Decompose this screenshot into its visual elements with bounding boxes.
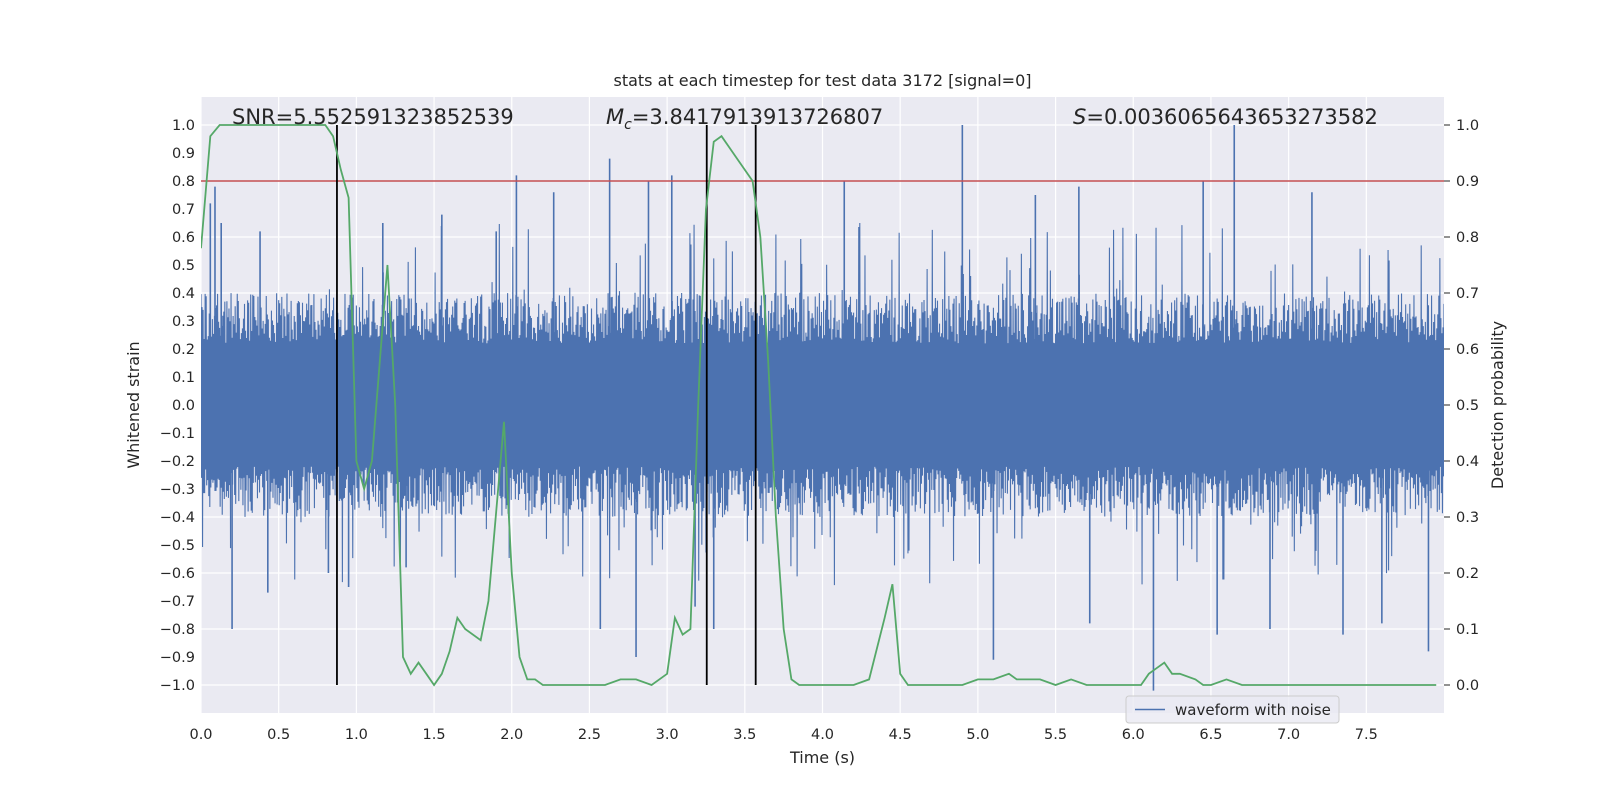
y2-tick-label: 0.9 — [1456, 174, 1479, 190]
x-tick-label: 3.5 — [733, 727, 756, 743]
x-tick-label: 2.0 — [500, 727, 523, 743]
y2-tick-label: 0.0 — [1456, 678, 1479, 694]
x-tick-label: 0.0 — [189, 727, 212, 743]
y-axis-label: Whitened strain — [124, 341, 143, 468]
mc-subscript: c — [624, 117, 632, 133]
snr-annotation: SNR=5.552591323852539 — [232, 105, 514, 129]
y-tick-label: 0.6 — [172, 230, 195, 246]
s-symbol: S — [1073, 105, 1086, 129]
x-tick-label: 0.5 — [267, 727, 290, 743]
chirp-mass-annotation: Mc=3.8417913913726807 — [606, 105, 883, 133]
y2-axis-label: Detection probability — [1488, 321, 1507, 489]
y-tick-label: −0.1 — [160, 426, 195, 442]
y-tick-label: 0.9 — [172, 146, 195, 162]
y-tick-label: 0.3 — [172, 314, 195, 330]
y-tick-label: 0.4 — [172, 286, 195, 302]
probability-series — [201, 124, 1437, 687]
x-tick-label: 7.0 — [1277, 727, 1300, 743]
y-tick-label: 0.8 — [172, 174, 195, 190]
vertical-markers — [336, 125, 757, 685]
y-tick-label: −0.2 — [160, 454, 195, 470]
x-tick-label: 3.0 — [656, 727, 679, 743]
y2-tick-label: 0.5 — [1456, 398, 1479, 414]
s-annotation: S=0.0036065643653273582 — [1073, 105, 1378, 129]
x-tick-label: 6.5 — [1199, 727, 1222, 743]
y2-tick-label: 0.6 — [1456, 342, 1479, 358]
y-tick-label: −0.8 — [160, 622, 195, 638]
x-tick-label: 1.5 — [423, 727, 446, 743]
y2-tick-label: 0.1 — [1456, 622, 1479, 638]
probability-line — [201, 124, 1437, 687]
x-tick-label: 6.0 — [1122, 727, 1145, 743]
waveform-series — [201, 125, 1444, 691]
y-tick-label: −0.9 — [160, 650, 195, 666]
y-tick-label: −1.0 — [160, 678, 195, 694]
x-tick-label: 2.5 — [578, 727, 601, 743]
x-tick-labels: 0.0 0.5 1.0 1.5 2.0 2.5 3.0 3.5 4.0 4.5 5.0 5.5 6.0 6… — [189, 727, 1377, 743]
y-tick-labels: 1.0 0.9 0.8 0.7 0.6 0.5 0.4 0.3 0.2 0.1 0.0 −0.1 −0.… — [160, 118, 195, 694]
y-tick-label: 0.2 — [172, 342, 195, 358]
y2-tick-label: 0.2 — [1456, 566, 1479, 582]
y-tick-label: −0.3 — [160, 482, 195, 498]
y2-tick-labels: 1.0 0.9 0.8 0.7 0.6 0.5 0.4 0.3 0.2 0.1 0.0 — [1444, 118, 1479, 694]
legend-box — [1125, 695, 1340, 724]
x-tick-label: 4.0 — [811, 727, 834, 743]
y2-tick-label: 0.7 — [1456, 286, 1479, 302]
mc-value: =3.8417913913726807 — [632, 105, 883, 129]
s-value: =0.0036065643653273582 — [1086, 105, 1378, 129]
y2-tick-label: 1.0 — [1456, 118, 1479, 134]
y2-tick-label: 0.3 — [1456, 510, 1479, 526]
y2-tick-label: 0.4 — [1456, 454, 1479, 470]
y-tick-label: 0.5 — [172, 258, 195, 274]
waveform-line — [201, 223, 1444, 586]
y-tick-label: −0.4 — [160, 510, 195, 526]
x-tick-label: 5.0 — [966, 727, 989, 743]
y-tick-label: 1.0 — [172, 118, 195, 134]
y-tick-label: 0.1 — [172, 370, 195, 386]
waveform-core — [201, 349, 1444, 461]
y-tick-label: 0.7 — [172, 202, 195, 218]
legend-entry-waveform: waveform with noise — [1175, 701, 1331, 719]
x-tick-label: 5.5 — [1044, 727, 1067, 743]
y-tick-label: −0.6 — [160, 566, 195, 582]
y-tick-label: 0.0 — [172, 398, 195, 414]
x-tick-label: 1.0 — [345, 727, 368, 743]
x-tick-label: 7.5 — [1355, 727, 1378, 743]
legend: waveform with noise — [1125, 695, 1340, 724]
chart-title: stats at each timestep for test data 317… — [613, 71, 1031, 90]
y2-tick-label: 0.8 — [1456, 230, 1479, 246]
x-axis-label: Time (s) — [789, 748, 855, 767]
y-tick-label: −0.7 — [160, 594, 195, 610]
x-tick-label: 4.5 — [889, 727, 912, 743]
y-tick-label: −0.5 — [160, 538, 195, 554]
mc-symbol: M — [606, 105, 624, 129]
